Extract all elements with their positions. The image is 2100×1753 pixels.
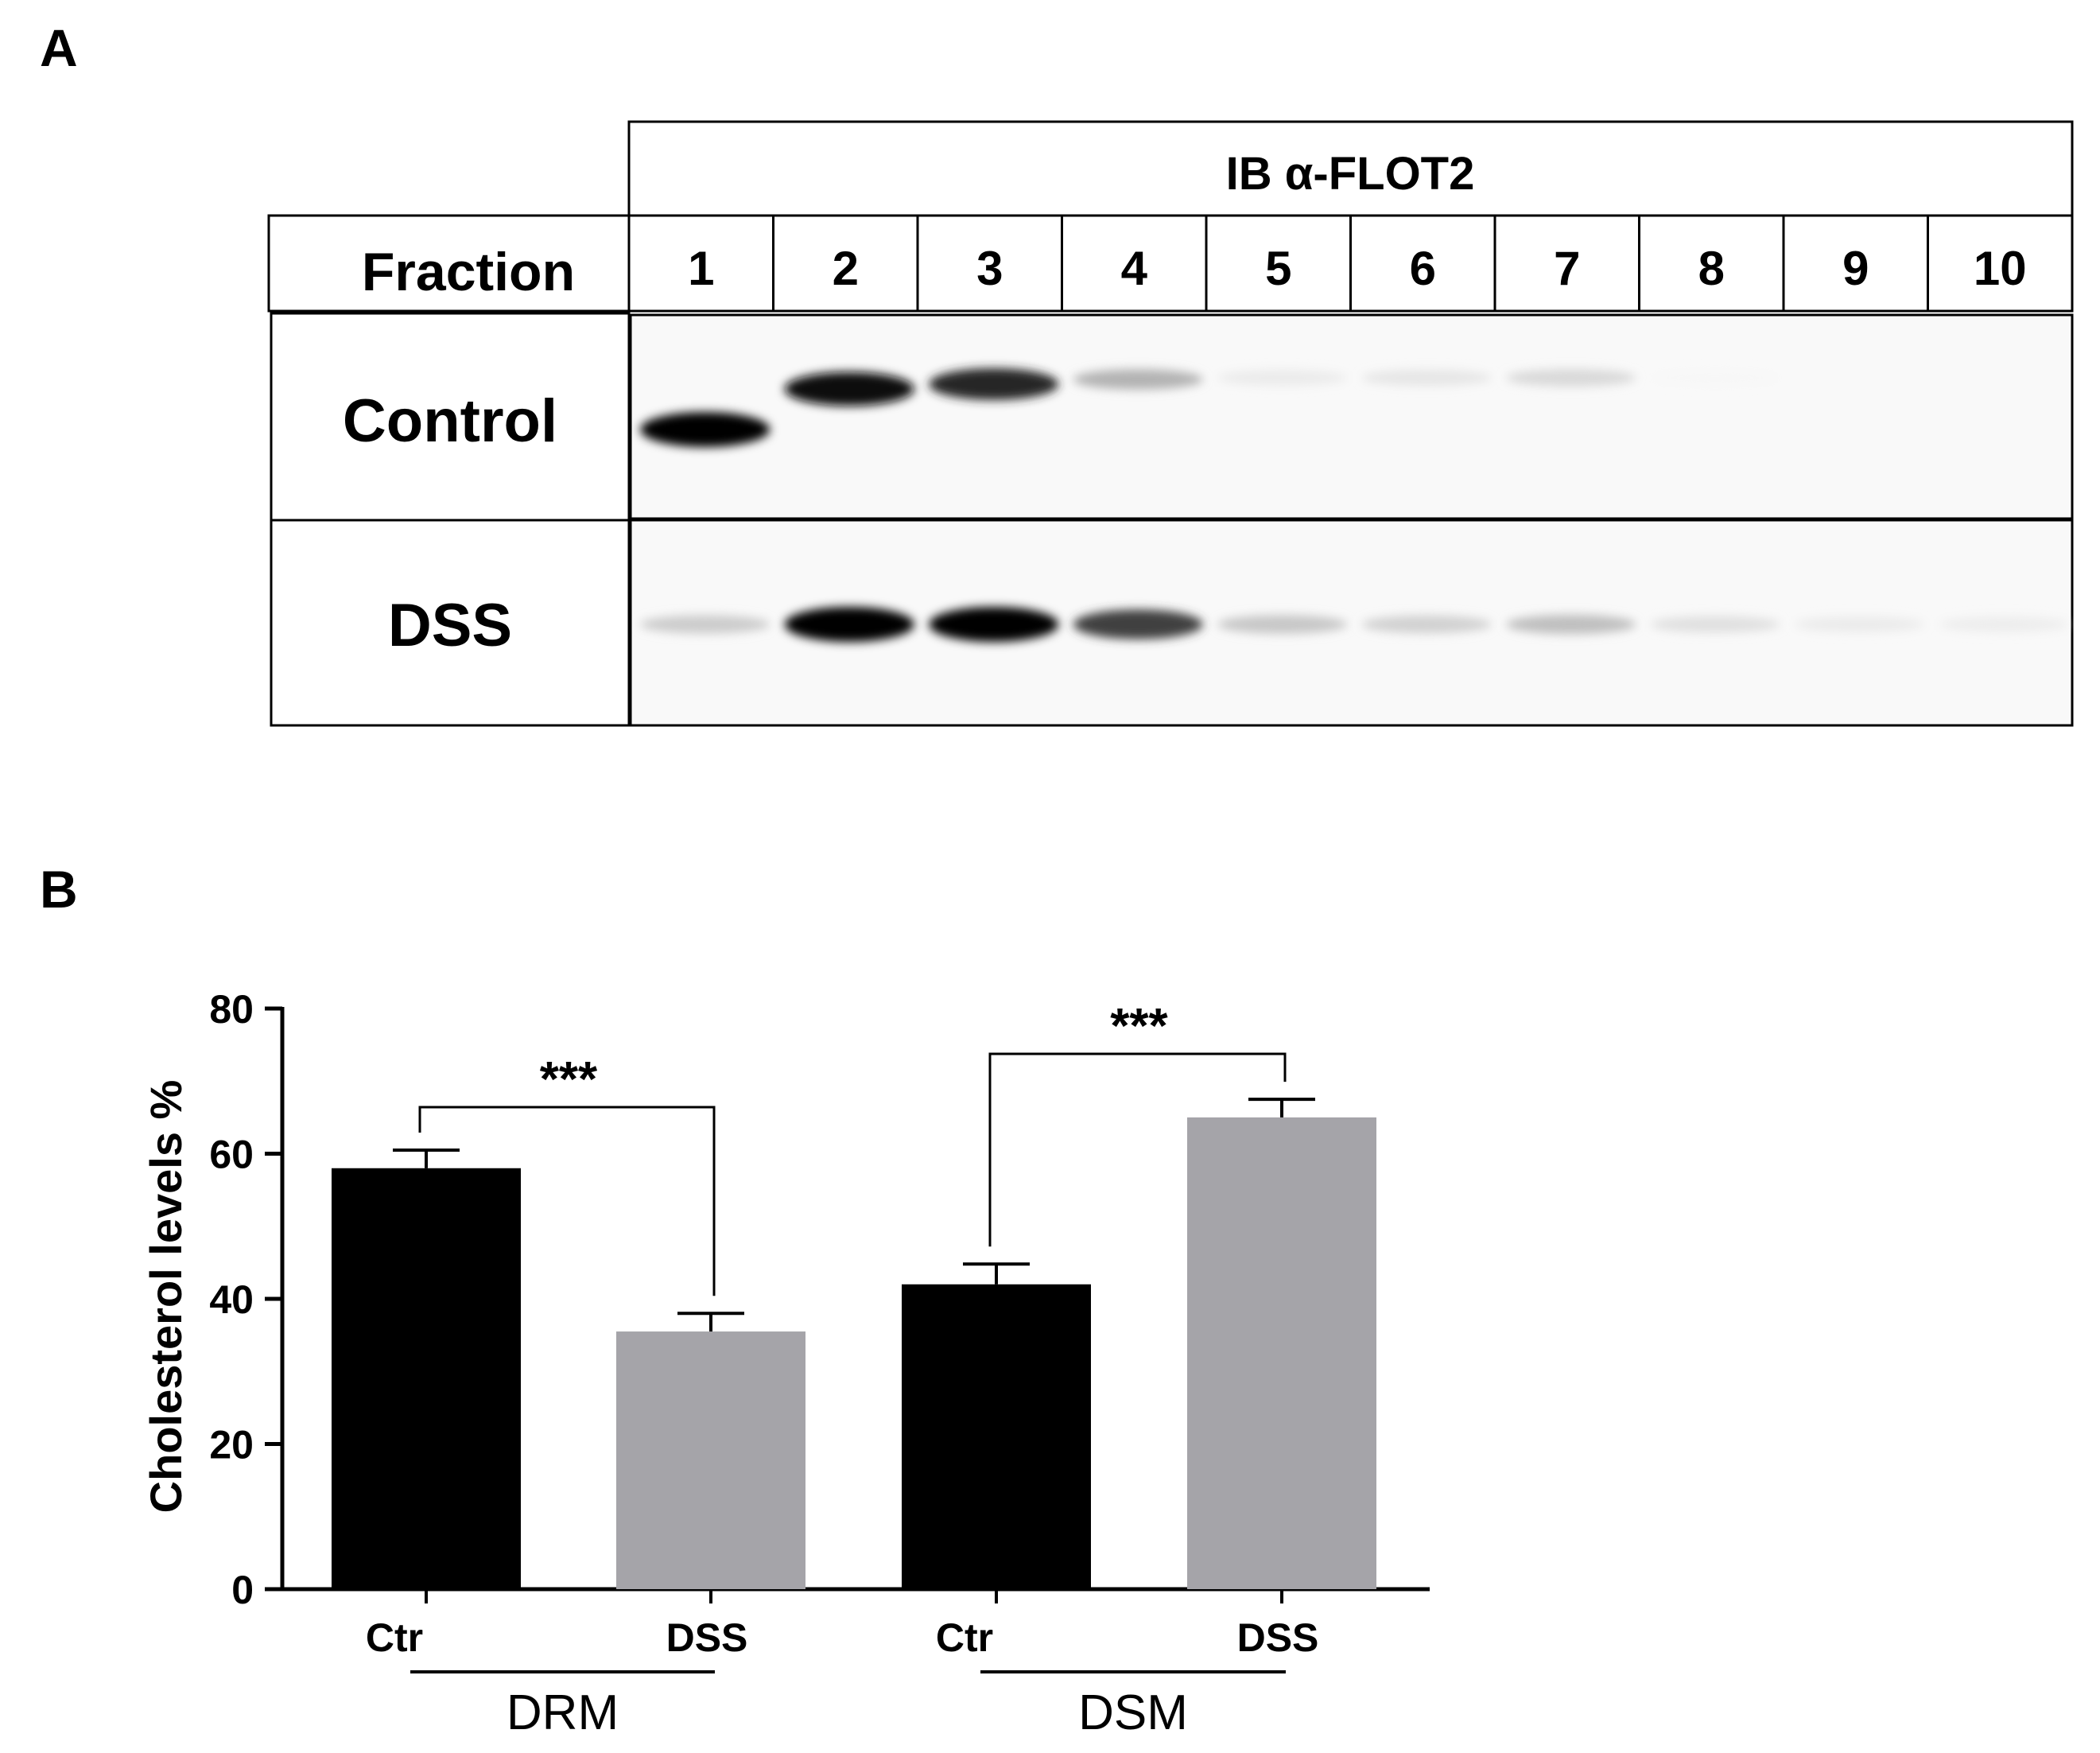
y-tick-label: 0: [231, 1568, 254, 1612]
x-tick-label: Ctr: [366, 1615, 423, 1660]
fraction-label: Fraction: [362, 242, 575, 302]
blot-band: [784, 371, 914, 406]
group-label: DSM: [1078, 1685, 1188, 1740]
fraction-number: 6: [1410, 242, 1436, 295]
fraction-number: 4: [1121, 242, 1148, 295]
row-label-control: Control: [343, 387, 557, 455]
fraction-number: 2: [833, 242, 859, 295]
x-tick-label: DSS: [666, 1615, 748, 1660]
blot-band: [784, 607, 914, 642]
bar: [616, 1331, 805, 1589]
blot-band: [1361, 615, 1492, 634]
significance-label: ***: [1110, 999, 1168, 1054]
blot-band: [1650, 616, 1780, 633]
significance-label: ***: [540, 1052, 598, 1107]
fraction-number: 9: [1842, 242, 1869, 295]
blot-band: [1939, 616, 2069, 632]
y-tick-label: 60: [209, 1133, 254, 1177]
y-tick-label: 20: [209, 1423, 254, 1467]
fraction-number: 8: [1698, 242, 1725, 295]
blot-band: [1073, 609, 1203, 639]
blot-band: [1217, 369, 1348, 387]
fraction-numbers: 1 2 3 4 5 6 7 8 9 10: [688, 216, 2027, 311]
bar: [332, 1168, 521, 1589]
bar: [1187, 1117, 1376, 1589]
row-label-dss: DSS: [388, 592, 512, 659]
fraction-row-box: [267, 214, 2074, 313]
western-blot: IB α-FLOT2 Fraction 1 2 3 4 5 6 7 8 9 10 Control …: [267, 120, 2074, 727]
x-tick-label: Ctr: [936, 1615, 993, 1660]
blot-bands: [640, 367, 2069, 642]
x-tick-label: DSS: [1237, 1615, 1319, 1660]
blot-band: [1361, 369, 1492, 387]
y-tick-label: 40: [209, 1277, 254, 1322]
fraction-number: 5: [1265, 242, 1291, 295]
fraction-number: 7: [1554, 242, 1580, 295]
bar: [902, 1284, 1091, 1589]
fraction-number: 10: [1974, 242, 2027, 295]
blot-band: [1506, 614, 1636, 635]
fraction-number: 1: [688, 242, 714, 295]
group-label: DRM: [507, 1685, 619, 1740]
blot-band: [929, 367, 1059, 401]
fraction-number: 3: [976, 242, 1003, 295]
blot-band: [929, 607, 1059, 642]
blot-band: [1650, 370, 1780, 386]
antibody-label: IB α-FLOT2: [1226, 148, 1475, 200]
blot-band: [1795, 616, 1925, 633]
panel-a-label: A: [40, 18, 78, 77]
blot-band: [1073, 369, 1203, 390]
gel-control: [629, 313, 2074, 520]
blot-band: [1506, 369, 1636, 387]
blot-band: [640, 412, 771, 447]
panel-b-label: B: [40, 860, 78, 919]
blot-band: [640, 615, 771, 634]
dss-row-label-box: [270, 519, 631, 727]
blot-band: [1217, 615, 1348, 634]
y-tick-label: 80: [209, 987, 254, 1032]
significance-bracket: [988, 1052, 1287, 1247]
y-axis-label: Cholesterol levels %: [141, 1080, 191, 1514]
significance-bracket: [418, 1106, 716, 1296]
